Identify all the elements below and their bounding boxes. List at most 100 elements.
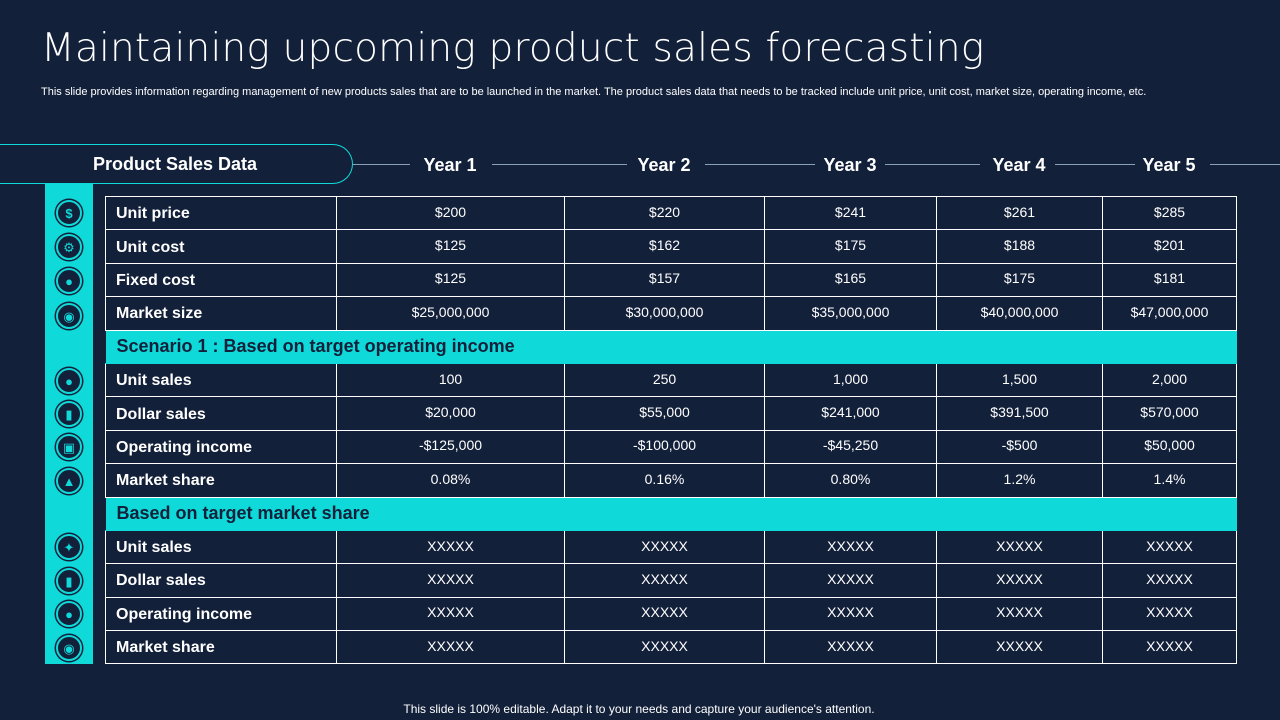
monitor-dollar-icon: ▣ xyxy=(56,434,82,460)
slide-title: Maintaining upcoming product sales forec… xyxy=(41,26,985,71)
value-cell: $30,000,000 xyxy=(564,296,765,331)
value-cell: 2,000 xyxy=(1102,362,1237,398)
table-row: Unit cost $125 $162 $175 $188 $201 xyxy=(105,229,1237,264)
value-cell: -$125,000 xyxy=(336,429,565,465)
value-cell: XXXXX xyxy=(564,630,765,665)
value-cell: $261 xyxy=(936,195,1103,231)
table-row: Fixed cost $125 $157 $165 $175 $181 xyxy=(105,262,1237,298)
value-cell: XXXXX xyxy=(764,563,937,598)
money-bag-icon: ● xyxy=(56,268,82,294)
value-cell: $188 xyxy=(936,229,1103,264)
row-label: Market share xyxy=(105,463,337,498)
value-cell: $181 xyxy=(1102,262,1237,298)
table-row: Market share XXXXX XXXXX XXXXX XXXXX XXXXX xyxy=(105,630,1237,665)
row-label: Unit cost xyxy=(105,229,337,264)
row-label: Unit sales xyxy=(105,362,337,398)
row-label: Unit price xyxy=(105,195,337,231)
table-row: Market share 0.08% 0.16% 0.80% 1.2% 1.4% xyxy=(105,463,1237,498)
value-cell: XXXXX xyxy=(564,563,765,598)
value-cell: $175 xyxy=(936,262,1103,298)
section-title: Scenario 1 : Based on target operating i… xyxy=(105,329,1237,364)
footer-note: This slide is 100% editable. Adapt it to… xyxy=(403,702,875,716)
table-row: Operating income XXXXX XXXXX XXXXX XXXXX XXXX… xyxy=(105,596,1237,632)
value-cell: 100 xyxy=(336,362,565,398)
value-cell: $47,000,000 xyxy=(1102,296,1237,331)
section-header-scenario-1: Scenario 1 : Based on target operating i… xyxy=(105,329,1237,364)
bar-chart-icon: ▮ xyxy=(56,568,82,594)
row-label: Market size xyxy=(105,296,337,331)
value-cell: $20,000 xyxy=(336,396,565,431)
table-row: Unit price $200 $220 $241 $261 $285 xyxy=(105,195,1237,231)
row-label: Dollar sales xyxy=(105,563,337,598)
value-cell: XXXXX xyxy=(564,596,765,632)
value-cell: 0.16% xyxy=(564,463,765,498)
gear-coin-icon: ⚙ xyxy=(56,234,82,260)
value-cell: $241 xyxy=(764,195,937,231)
year-header-1: Year 1 xyxy=(423,155,477,175)
value-cell: -$100,000 xyxy=(564,429,765,465)
value-cell: XXXXX xyxy=(1102,596,1237,632)
value-cell: XXXXX xyxy=(336,563,565,598)
row-label: Operating income xyxy=(105,596,337,632)
market-globe-icon: ◉ xyxy=(56,303,82,329)
value-cell: XXXXX xyxy=(936,563,1103,598)
product-sales-data-header: Product Sales Data xyxy=(0,144,353,184)
header-divider xyxy=(353,164,410,165)
year-header-2: Year 2 xyxy=(637,155,691,175)
sales-data-table: Unit price $200 $220 $241 $261 $285 Unit cost $… xyxy=(105,195,1237,665)
slide-subtitle: This slide provides information regardin… xyxy=(41,86,1147,98)
value-cell: $25,000,000 xyxy=(336,296,565,331)
year-header-3: Year 3 xyxy=(823,155,877,175)
value-cell: $162 xyxy=(564,229,765,264)
handshake-icon: ✦ xyxy=(56,534,82,560)
value-cell: $50,000 xyxy=(1102,429,1237,465)
icon-strip: $ ⚙ ● ◉ ● ▮ ▣ ▲ ✦ ▮ ● ◉ xyxy=(45,183,93,664)
value-cell: XXXXX xyxy=(1102,529,1237,565)
value-cell: -$500 xyxy=(936,429,1103,465)
value-cell: $125 xyxy=(336,262,565,298)
bar-chart-icon: ▮ xyxy=(56,401,82,427)
value-cell: -$45,250 xyxy=(764,429,937,465)
value-cell: 1.2% xyxy=(936,463,1103,498)
value-cell: 0.08% xyxy=(336,463,565,498)
money-bag-icon: ● xyxy=(56,368,82,394)
section-title: Based on target market share xyxy=(105,496,1237,531)
header-divider xyxy=(1055,164,1135,165)
value-cell: 250 xyxy=(564,362,765,398)
value-cell: XXXXX xyxy=(336,596,565,632)
value-cell: XXXXX xyxy=(564,529,765,565)
section-header-market-share: Based on target market share xyxy=(105,496,1237,531)
header-divider xyxy=(492,164,627,165)
header-divider xyxy=(705,164,815,165)
value-cell: $157 xyxy=(564,262,765,298)
table-row: Unit sales 100 250 1,000 1,500 2,000 xyxy=(105,362,1237,398)
row-label: Fixed cost xyxy=(105,262,337,298)
year-header-4: Year 4 xyxy=(992,155,1046,175)
table-row: Dollar sales XXXXX XXXXX XXXXX XXXXX XXXXX xyxy=(105,563,1237,598)
money-bag-icon: ● xyxy=(56,601,82,627)
value-cell: $165 xyxy=(764,262,937,298)
value-cell: 0.80% xyxy=(764,463,937,498)
header-divider xyxy=(885,164,980,165)
value-cell: 1.4% xyxy=(1102,463,1237,498)
value-cell: XXXXX xyxy=(764,596,937,632)
value-cell: XXXXX xyxy=(336,630,565,665)
table-row: Operating income -$125,000 -$100,000 -$45,2… xyxy=(105,429,1237,465)
value-cell: $200 xyxy=(336,195,565,231)
value-cell: $220 xyxy=(564,195,765,231)
row-label: Unit sales xyxy=(105,529,337,565)
value-cell: XXXXX xyxy=(764,630,937,665)
value-cell: 1,000 xyxy=(764,362,937,398)
value-cell: $241,000 xyxy=(764,396,937,431)
value-cell: $285 xyxy=(1102,195,1237,231)
dollar-coin-icon: $ xyxy=(56,200,82,226)
value-cell: XXXXX xyxy=(936,630,1103,665)
value-cell: $570,000 xyxy=(1102,396,1237,431)
value-cell: XXXXX xyxy=(936,529,1103,565)
year-header-5: Year 5 xyxy=(1142,155,1196,175)
value-cell: $125 xyxy=(336,229,565,264)
value-cell: $175 xyxy=(764,229,937,264)
value-cell: XXXXX xyxy=(936,596,1103,632)
row-label: Dollar sales xyxy=(105,396,337,431)
table-row: Market size $25,000,000 $30,000,000 $35,000… xyxy=(105,296,1237,331)
